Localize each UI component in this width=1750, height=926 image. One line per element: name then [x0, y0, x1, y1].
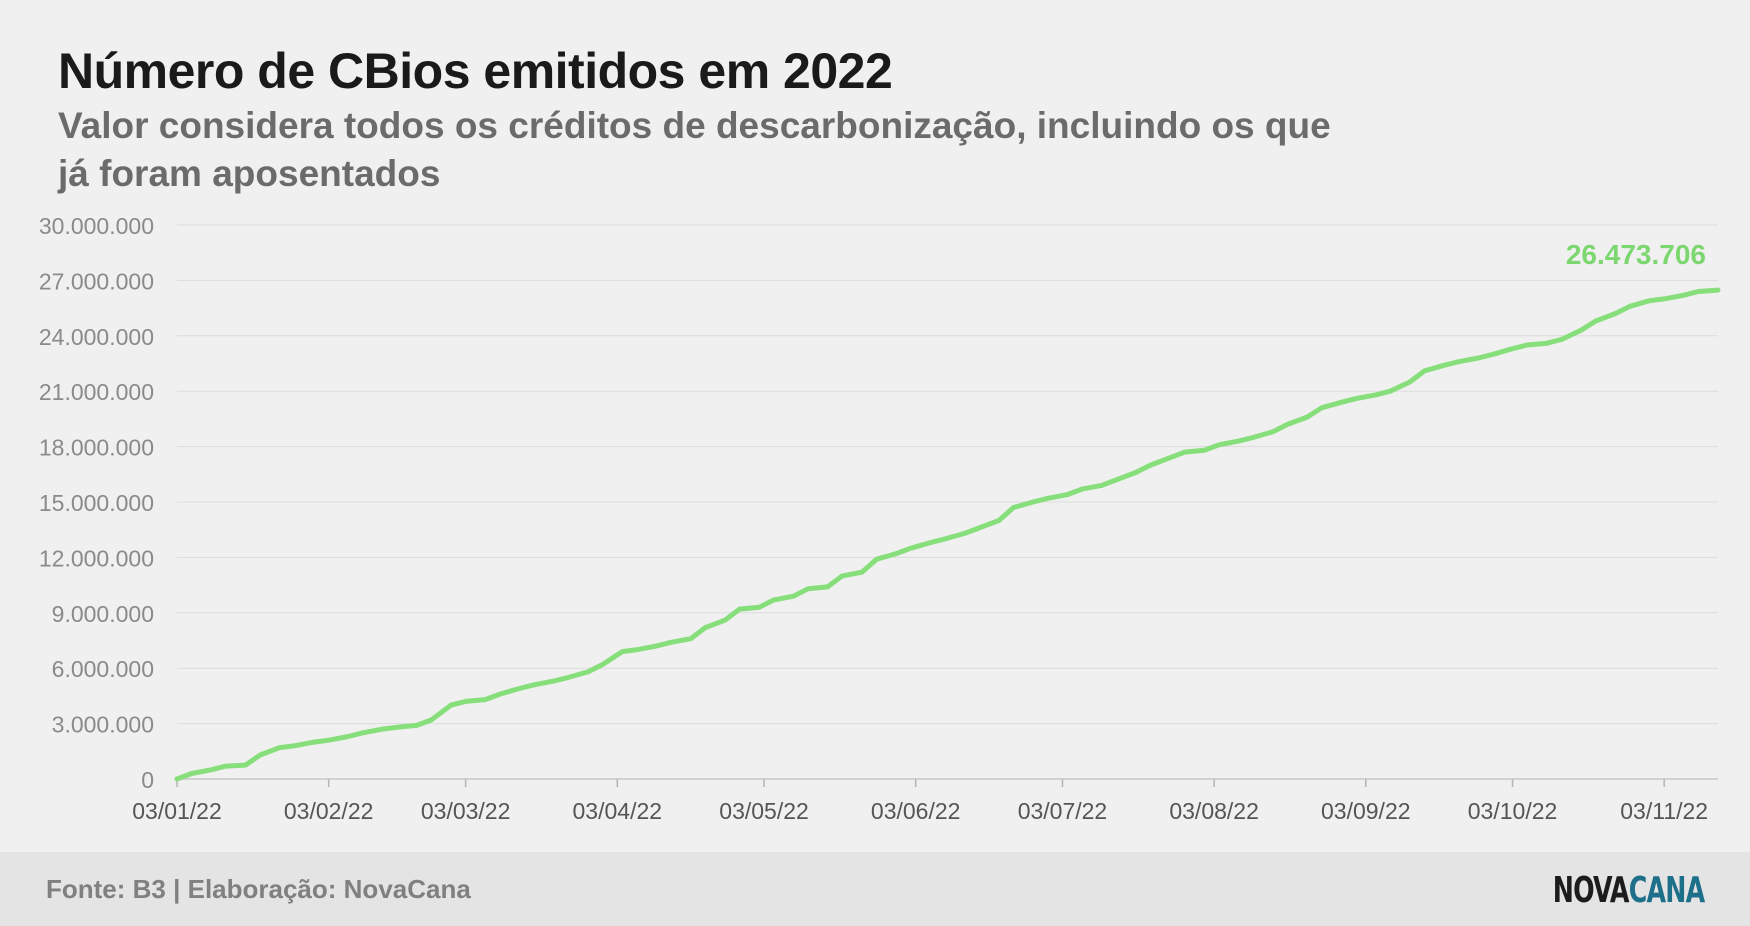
logo-nova: NOVA [1552, 870, 1629, 911]
x-tick-label: 03/08/22 [1169, 798, 1259, 824]
x-tick-label: 03/03/22 [421, 798, 511, 824]
gridlines [177, 224, 1718, 780]
y-tick-label: 15.000.000 [39, 490, 154, 516]
chart-subtitle: Valor considera todos os créditos de des… [58, 105, 1331, 194]
x-tick-label: 03/10/22 [1468, 798, 1558, 824]
x-tick-label: 03/06/22 [871, 798, 961, 824]
line-chart: 0 3.000.000 6.000.000 9.000.000 12.000.000 15… [39, 213, 1721, 824]
x-tick-label: 03/01/22 [132, 798, 222, 824]
x-tick-label: 03/09/22 [1321, 798, 1411, 824]
source-note: Fonte: B3 | Elaboração: NovaCana [46, 874, 471, 904]
y-tick-label: 3.000.000 [52, 712, 154, 738]
y-tick-label: 12.000.000 [39, 545, 154, 571]
x-tick-label: 03/04/22 [573, 798, 663, 824]
x-tick-label: 03/02/22 [284, 798, 374, 824]
novacana-logo: NOVACANA [1552, 870, 1704, 911]
logo-cana: CANA [1628, 870, 1704, 911]
x-tick-label: 03/11/22 [1620, 798, 1708, 824]
y-tick-label: 27.000.000 [39, 268, 154, 294]
footer: Fonte: B3 | Elaboração: NovaCana NOVACAN… [0, 852, 1750, 926]
y-tick-label: 6.000.000 [52, 656, 154, 682]
y-axis: 0 3.000.000 6.000.000 9.000.000 12.000.000 15… [39, 213, 154, 793]
x-tick-label: 03/07/22 [1018, 798, 1108, 824]
chart-title: Número de CBios emitidos em 2022 [58, 43, 893, 99]
y-tick-label: 24.000.000 [39, 324, 154, 350]
series-line [174, 287, 1721, 782]
y-tick-label: 30.000.000 [39, 213, 154, 239]
x-tick-label: 03/05/22 [719, 798, 809, 824]
y-tick-label: 18.000.000 [39, 435, 154, 461]
x-axis: 03/01/22 03/02/22 03/03/22 03/04/22 03/05/22… [132, 779, 1708, 824]
y-tick-label: 21.000.000 [39, 379, 154, 405]
y-tick-label: 0 [141, 767, 154, 793]
plot-area: 26.473.706 [174, 239, 1721, 782]
y-tick-label: 9.000.000 [52, 601, 154, 627]
end-value-label: 26.473.706 [1566, 239, 1706, 270]
